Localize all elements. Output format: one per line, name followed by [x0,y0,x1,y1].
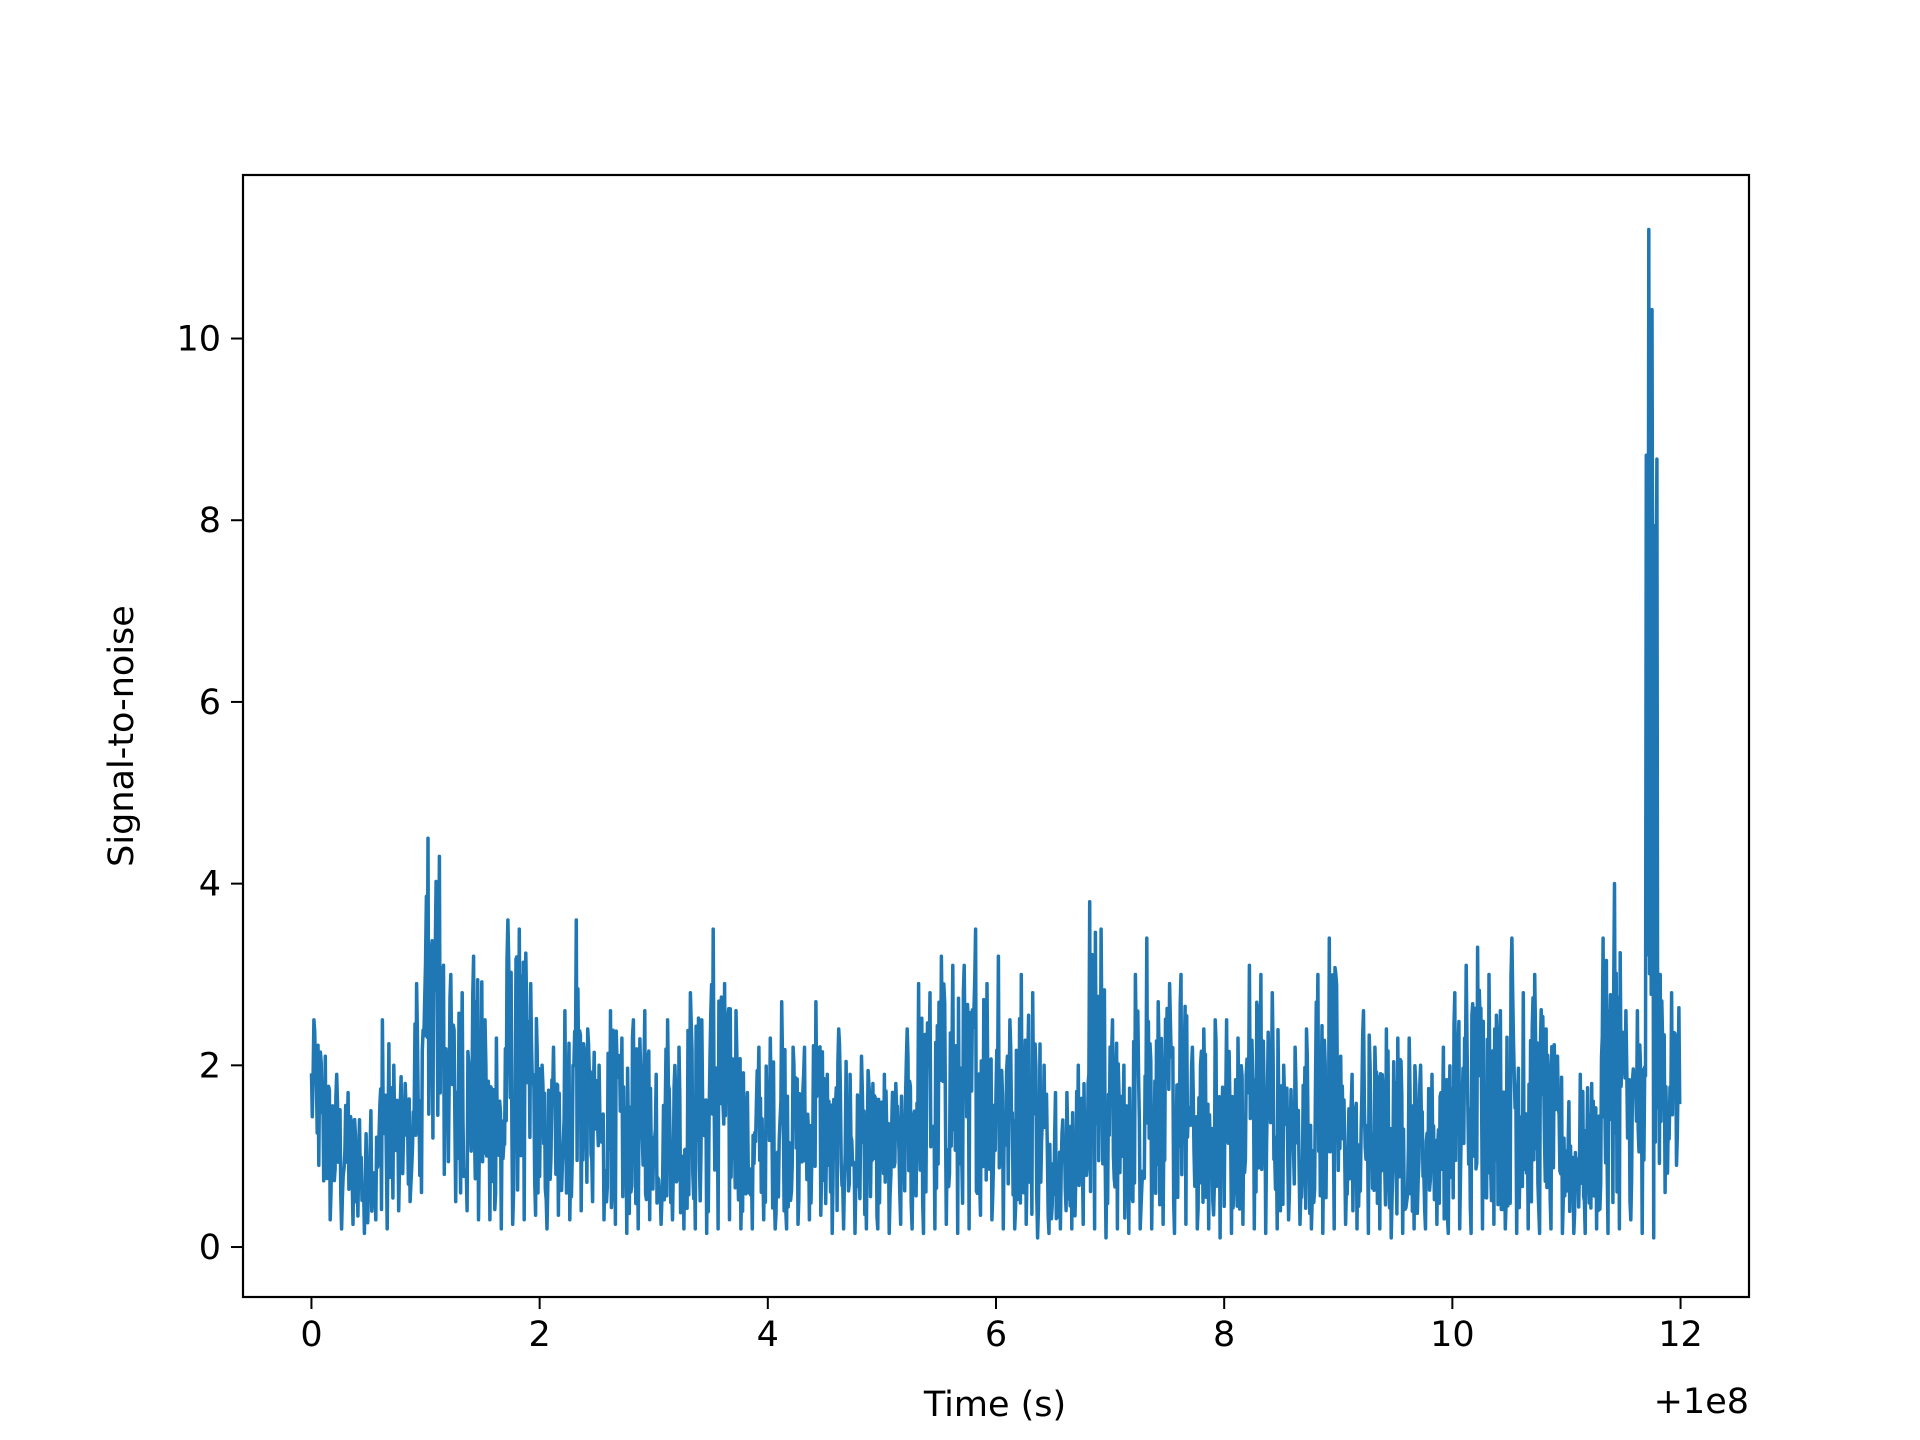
x-tick-label: 4 [757,1315,779,1355]
x-tick-label: 6 [985,1315,1007,1355]
y-axis-label: Signal-to-noise [102,605,142,867]
y-tick-label: 4 [199,865,221,905]
x-axis: 0 2 4 6 8 10 12 [300,1297,1703,1355]
y-tick-label: 6 [199,683,221,723]
y-tick-label: 2 [199,1046,221,1086]
plot-area [309,227,1682,1240]
y-axis: 0 2 4 6 8 10 [176,320,243,1268]
y-tick-label: 10 [176,320,221,360]
x-tick-label: 2 [528,1315,550,1355]
x-tick-label: 10 [1430,1315,1475,1355]
x-axis-label: Time (s) [923,1385,1066,1425]
x-offset-label: +1e8 [1654,1382,1749,1422]
x-tick-label: 8 [1213,1315,1235,1355]
y-tick-label: 0 [199,1228,221,1268]
series-line [309,227,1682,1240]
x-tick-label: 12 [1658,1315,1703,1355]
x-tick-label: 0 [300,1315,322,1355]
y-tick-label: 8 [199,501,221,541]
